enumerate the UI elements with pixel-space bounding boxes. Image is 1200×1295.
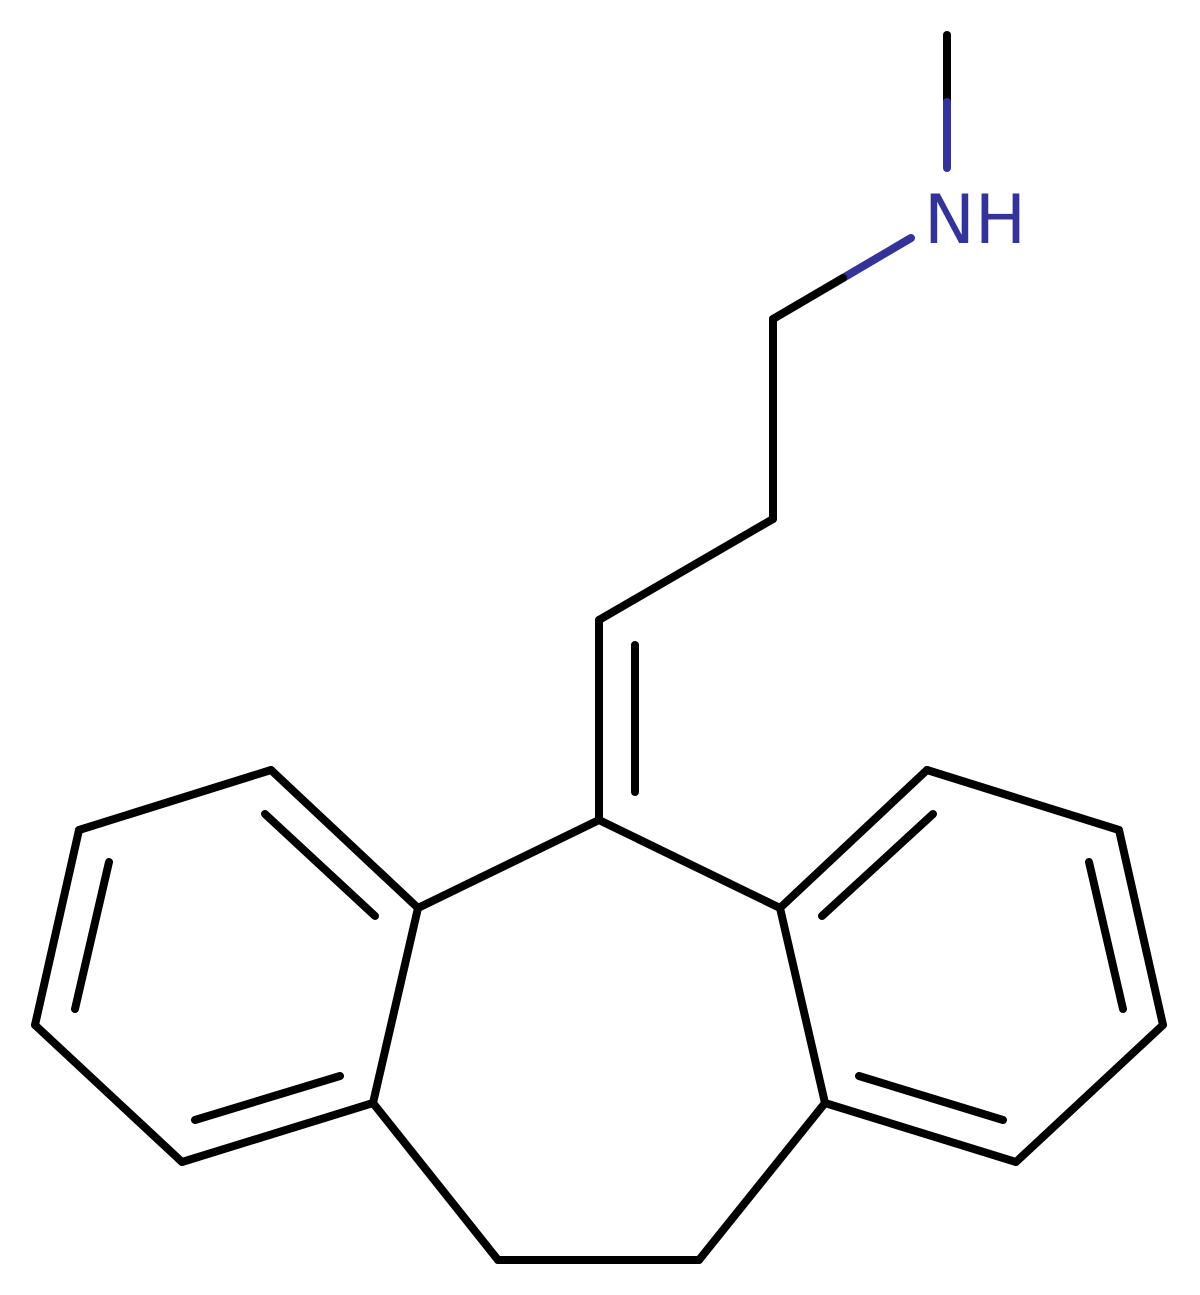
bond <box>821 1099 1020 1166</box>
bond <box>695 1099 829 1264</box>
bond-inner <box>818 810 937 920</box>
right-benzene-ring <box>776 766 1167 1166</box>
bond <box>75 766 275 834</box>
bond <box>369 904 422 1107</box>
bond-inner <box>1085 858 1127 1013</box>
bond <box>1012 1021 1167 1166</box>
bond <box>776 766 931 912</box>
bond <box>595 816 784 912</box>
bond <box>1115 826 1167 1029</box>
bond-inner <box>191 1072 344 1124</box>
bond <box>923 766 1123 834</box>
bond-chain <box>595 515 777 624</box>
bond <box>31 1021 186 1166</box>
bond <box>267 766 422 912</box>
side-chain <box>595 31 951 824</box>
bond <box>776 904 829 1107</box>
bond <box>414 816 603 912</box>
atom-label-nh: NH <box>924 181 1026 260</box>
central-ring <box>369 816 829 1264</box>
bond <box>31 826 83 1029</box>
bond-ch2-n <box>769 274 847 323</box>
left-benzene-ring <box>31 766 422 1166</box>
bond <box>369 1099 502 1264</box>
bond-inner <box>71 858 113 1013</box>
bond <box>178 1099 377 1166</box>
bond-inner <box>261 810 379 920</box>
bond-n-ch2 <box>839 234 915 282</box>
bond-inner <box>855 1072 1007 1124</box>
